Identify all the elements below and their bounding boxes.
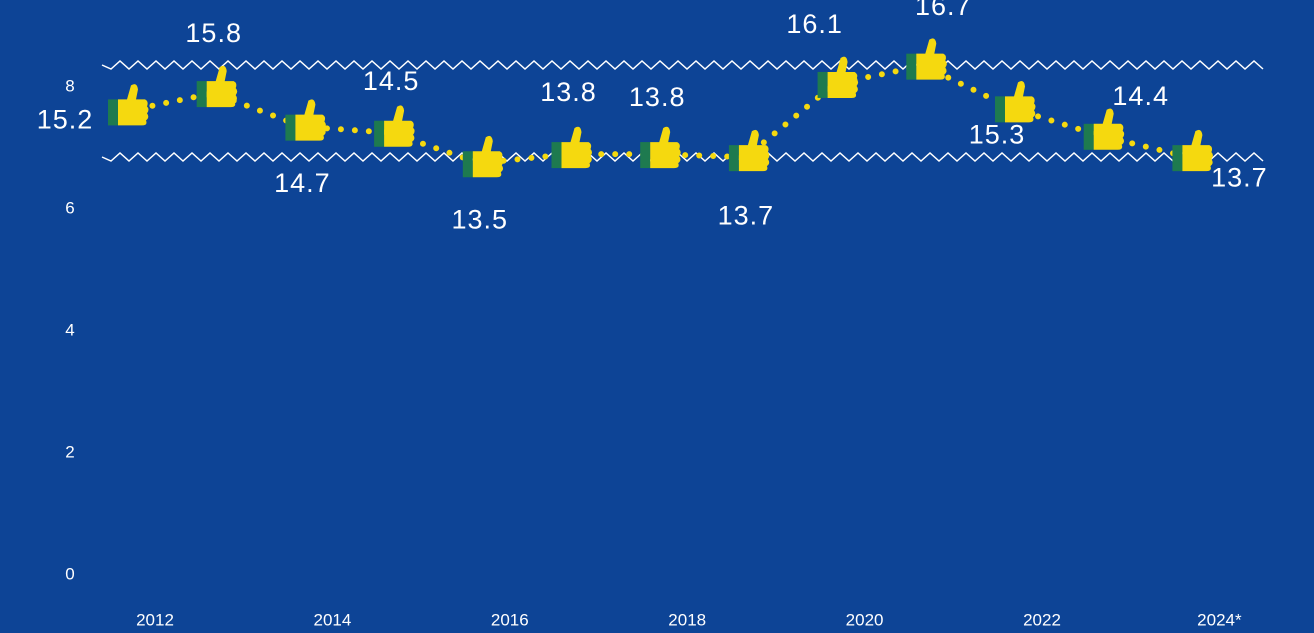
value-label: 13.8 xyxy=(540,77,597,107)
marker-cuff xyxy=(462,151,473,178)
thumbs-up-marker xyxy=(728,129,770,172)
marker-hand xyxy=(561,126,592,169)
thumbs-up-marker xyxy=(196,65,238,108)
marker-hand xyxy=(295,99,326,141)
x-tick-label: 2024* xyxy=(1197,610,1242,629)
marker-cuff xyxy=(995,96,1005,123)
x-tick-label: 2014 xyxy=(313,610,351,629)
y-tick-label: 8 xyxy=(65,76,74,95)
value-label: 13.7 xyxy=(1211,162,1268,192)
thumbs-up-marker xyxy=(462,135,504,178)
value-label: 14.5 xyxy=(363,66,420,96)
x-tick-label: 2020 xyxy=(846,610,884,629)
thumbs-up-marker xyxy=(1172,129,1213,172)
thumbs-up-marker xyxy=(108,84,149,126)
marker-cuff xyxy=(906,53,917,80)
value-label: 15.8 xyxy=(185,18,242,48)
thumbs-up-marker xyxy=(374,105,415,147)
marker-cuff xyxy=(551,142,562,169)
value-label: 14.4 xyxy=(1112,81,1169,111)
marker-hand xyxy=(916,38,947,80)
marker-hand xyxy=(118,84,149,126)
value-label: 13.8 xyxy=(629,82,686,112)
value-label: 15.2 xyxy=(37,105,94,135)
x-tick-label: 2022 xyxy=(1023,610,1061,629)
value-label: 15.3 xyxy=(969,119,1026,149)
marker-cuff xyxy=(196,81,207,108)
marker-hand xyxy=(472,135,504,178)
y-tick-label: 0 xyxy=(65,564,74,583)
y-tick-label: 6 xyxy=(65,198,74,217)
value-label: 13.7 xyxy=(718,200,775,230)
x-tick-label: 2018 xyxy=(668,610,706,629)
marker-cuff xyxy=(640,142,651,169)
thumbs-up-marker xyxy=(995,81,1036,123)
value-label: 14.7 xyxy=(274,168,331,198)
marker-hand xyxy=(650,126,681,169)
thumbs-up-marker xyxy=(906,38,947,80)
marker-cuff xyxy=(374,120,385,147)
axis-break xyxy=(101,151,1264,163)
marker-hand xyxy=(1005,81,1036,123)
thumbs-up-marker xyxy=(285,99,326,141)
marker-hand xyxy=(738,129,770,172)
value-label: 13.5 xyxy=(452,204,509,234)
thumbs-up-marker xyxy=(640,126,681,169)
marker-cuff xyxy=(728,145,739,172)
axis-break xyxy=(101,59,1264,71)
x-tick-label: 2016 xyxy=(491,610,529,629)
x-tick-label: 2012 xyxy=(136,610,174,629)
value-label: 16.1 xyxy=(786,9,843,39)
y-tick-label: 2 xyxy=(65,442,74,461)
marker-cuff xyxy=(1083,123,1094,150)
marker-hand xyxy=(1093,108,1125,150)
marker-cuff xyxy=(285,114,296,141)
marker-hand xyxy=(206,65,238,108)
marker-hand xyxy=(1182,129,1213,172)
marker-cuff xyxy=(108,99,118,126)
value-label: 16.7 xyxy=(915,0,972,21)
marker-cuff xyxy=(817,71,828,98)
thumbs-up-marker xyxy=(1083,108,1125,150)
thumbs-up-marker xyxy=(817,56,859,98)
y-tick-label: 4 xyxy=(65,320,74,339)
marker-hand xyxy=(827,56,859,98)
marker-hand xyxy=(384,105,415,147)
thumbs-up-marker xyxy=(551,126,592,169)
marker-cuff xyxy=(1172,145,1183,172)
